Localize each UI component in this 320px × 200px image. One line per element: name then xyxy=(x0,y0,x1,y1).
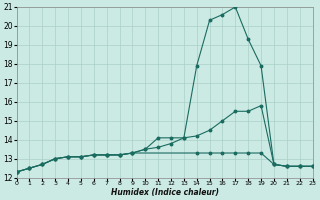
X-axis label: Humidex (Indice chaleur): Humidex (Indice chaleur) xyxy=(110,188,219,197)
